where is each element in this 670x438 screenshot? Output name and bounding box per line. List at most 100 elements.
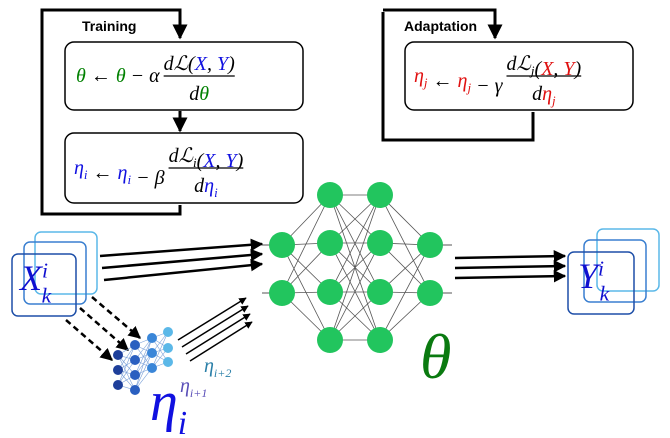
token: α [149, 65, 160, 87]
node [147, 348, 157, 358]
token: , [553, 58, 563, 80]
token: ← [88, 162, 118, 184]
token: X [540, 58, 554, 80]
node [113, 365, 123, 375]
token: Y [217, 53, 230, 75]
equation-left: ηj ← ηj − γ [414, 65, 504, 97]
node [147, 333, 157, 343]
input-stack [11, 231, 98, 317]
label: Adaptation [404, 18, 477, 34]
node [163, 327, 173, 337]
node [367, 182, 393, 208]
output-stack [567, 228, 660, 315]
edge [134, 337, 153, 376]
node [147, 363, 157, 373]
token: ) [227, 53, 235, 75]
token: dℒ [506, 53, 531, 75]
numerator: dℒi(X, Y) [169, 145, 244, 172]
node [130, 340, 140, 350]
edge [329, 194, 381, 341]
edge [117, 344, 136, 371]
node [417, 232, 443, 258]
label: Training [82, 18, 136, 34]
sub: i [178, 405, 187, 438]
sub: j [465, 80, 471, 95]
token: − [131, 167, 155, 189]
task-param: ηi+1 [180, 375, 207, 400]
token: dℒ( [164, 53, 196, 75]
sub: i+2 [214, 366, 231, 380]
token: ) [236, 150, 244, 172]
token: ← [428, 70, 458, 92]
output-symbol: Yi k [578, 256, 610, 306]
network-label: θ [420, 321, 451, 392]
node [113, 350, 123, 360]
token: θ [76, 65, 86, 87]
token: , [207, 53, 217, 75]
sub: i [193, 155, 197, 170]
token: d [189, 83, 200, 105]
node [317, 182, 343, 208]
token: η [204, 175, 214, 197]
sub: j [422, 75, 428, 90]
base: X [18, 258, 44, 298]
sub: i [127, 172, 131, 187]
sup: i [42, 258, 48, 282]
token: ( [197, 150, 205, 172]
token: d [532, 83, 543, 105]
denominator: dθ [189, 83, 209, 105]
node [130, 370, 140, 380]
token: ← [86, 65, 116, 87]
task-param: ηi+2 [204, 355, 231, 380]
node [130, 355, 140, 365]
token: ( [535, 58, 543, 80]
node [367, 327, 393, 353]
input-symbol: Xi k [18, 258, 52, 308]
sub: i [214, 185, 218, 200]
edge [281, 194, 331, 294]
token: η [414, 65, 424, 87]
edge [117, 359, 136, 386]
token: Y [225, 150, 238, 172]
sub: k [42, 284, 52, 308]
token: γ [495, 75, 504, 97]
node [317, 279, 343, 305]
token: η [118, 162, 128, 184]
thin-arrows [177, 297, 253, 362]
node [317, 230, 343, 256]
numerator: dℒj(X, Y) [506, 53, 581, 80]
token: Y [563, 58, 576, 80]
token: X [202, 150, 216, 172]
edge [379, 244, 431, 341]
token: dℒ [169, 145, 194, 167]
sub: j [529, 63, 535, 78]
denominator: dηj [532, 83, 556, 108]
token: β [154, 167, 165, 189]
token: , [215, 150, 225, 172]
base: η [204, 355, 214, 377]
equation-left: ηi ← ηi − β [74, 157, 165, 189]
token: θ [116, 65, 126, 87]
training-loop [40, 8, 535, 216]
node [269, 280, 295, 306]
node [417, 280, 443, 306]
node [367, 230, 393, 256]
sub: i [84, 167, 88, 182]
node [163, 343, 173, 353]
token: ) [574, 58, 582, 80]
node [317, 327, 343, 353]
edge [151, 331, 169, 369]
equation-left: θ ← θ − α [76, 65, 160, 87]
edge [329, 242, 381, 341]
network [262, 182, 452, 353]
token: d [194, 175, 205, 197]
node [367, 279, 393, 305]
numerator: dℒ(X, Y) [164, 53, 235, 75]
base: η [150, 371, 178, 433]
token: η [542, 83, 552, 105]
token: η [74, 157, 84, 179]
node [130, 385, 140, 395]
token: − [126, 65, 150, 87]
task-param: ηi [150, 371, 187, 438]
